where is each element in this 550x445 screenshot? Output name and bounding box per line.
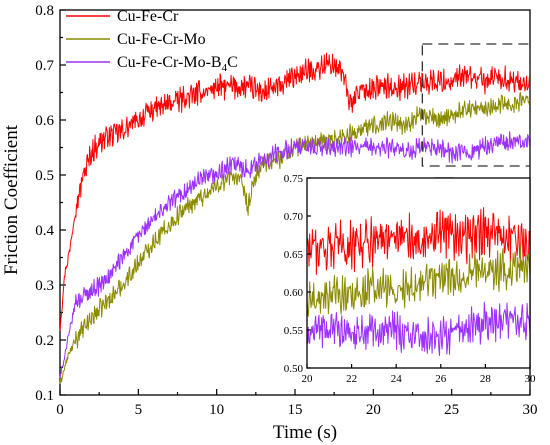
y-tick-label: 0.6	[35, 113, 54, 129]
inset-series-line-1	[307, 207, 530, 275]
legend-label-2: Cu-Fe-Cr-Mo	[117, 31, 206, 48]
legend-label-3: Cu-Fe-Cr-Mo-B4C	[117, 54, 238, 74]
series-line-3	[59, 131, 531, 379]
inset-y-tick-label: 0.75	[284, 173, 304, 185]
x-tick-label: 15	[288, 402, 303, 418]
inset-x-tick-label: 20	[302, 373, 314, 385]
series-line-1	[59, 52, 531, 331]
x-tick-label: 0	[56, 402, 64, 418]
x-tick-label: 10	[209, 402, 224, 418]
y-tick-label: 0.2	[35, 333, 54, 349]
x-tick-label: 20	[366, 402, 381, 418]
y-tick-label: 0.1	[35, 388, 54, 404]
legend-label-1: Cu-Fe-Cr	[117, 8, 179, 25]
y-axis-title: Friction Coefficient	[1, 124, 22, 275]
inset-x-tick-label: 30	[525, 373, 537, 385]
inset-x-tick-label: 28	[480, 373, 492, 385]
inset-x-tick-label: 24	[391, 373, 403, 385]
x-tick-label: 25	[444, 402, 459, 418]
x-tick-label: 30	[523, 402, 538, 418]
y-tick-label: 0.5	[35, 168, 54, 184]
inset-y-tick-label: 0.50	[284, 363, 304, 375]
inset-y-tick-label: 0.55	[284, 325, 304, 337]
x-tick-label: 5	[135, 402, 143, 418]
zoom-region-box	[421, 43, 531, 167]
y-tick-label: 0.8	[35, 3, 54, 19]
inset-x-tick-label: 22	[346, 373, 357, 385]
inset-x-tick-label: 26	[435, 373, 447, 385]
x-axis-title: Time (s)	[273, 422, 337, 443]
legend: Cu-Fe-Cr Cu-Fe-Cr-Mo Cu-Fe-Cr-Mo-B4C	[66, 8, 238, 74]
inset-frame	[306, 177, 531, 369]
inset-series-line-3	[307, 301, 530, 356]
inset-series-line-2	[307, 245, 530, 317]
inset-plot-area: 20 22 24 26 28 30 0.50 0.55 0.60 0.65 0.70 0.75	[284, 173, 536, 385]
y-tick-label: 0.4	[35, 223, 54, 239]
y-tick-label: 0.7	[35, 58, 54, 74]
inset-y-tick-label: 0.65	[284, 249, 304, 261]
inset-y-tick-label: 0.70	[284, 211, 304, 223]
inset-y-tick-label: 0.60	[284, 287, 304, 299]
y-tick-label: 0.3	[35, 278, 54, 294]
